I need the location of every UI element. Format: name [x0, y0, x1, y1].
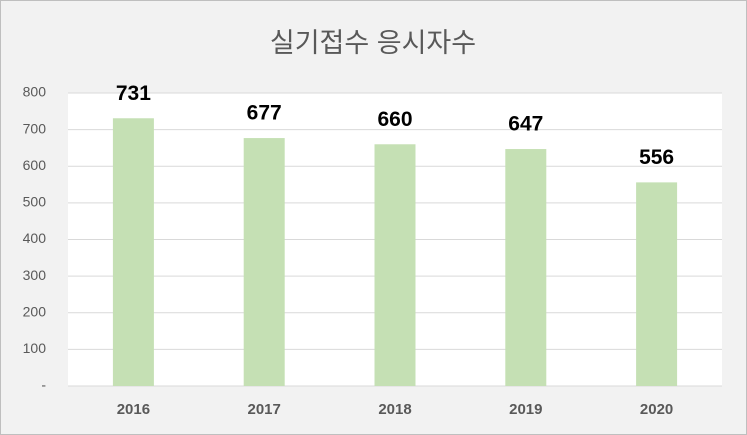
y-tick-label: 600 [23, 157, 47, 173]
y-tick-label: 100 [23, 340, 47, 356]
y-tick-label: 800 [23, 84, 47, 100]
bar [636, 182, 678, 386]
y-tick-label: 400 [23, 230, 47, 246]
y-tick-label: 700 [23, 120, 47, 136]
value-label: 556 [639, 146, 674, 169]
value-label: 731 [116, 82, 151, 105]
x-tick-label: 2018 [378, 401, 411, 418]
x-tick-label: 2016 [117, 401, 150, 418]
bar [374, 144, 416, 386]
x-tick-label: 2017 [248, 401, 281, 418]
y-tick-label: 300 [23, 267, 47, 283]
value-label: 647 [508, 113, 543, 136]
chart-title: 실기접수 응시자수 [270, 28, 476, 58]
y-tick-label: - [41, 377, 46, 393]
y-tick-label: 200 [23, 303, 47, 319]
bar [243, 138, 285, 386]
bar [505, 149, 547, 386]
x-tick-label: 2020 [640, 401, 673, 418]
bar [112, 118, 154, 387]
value-label: 677 [247, 102, 282, 125]
value-label: 660 [377, 108, 412, 131]
y-tick-label: 500 [23, 194, 47, 210]
x-tick-label: 2019 [509, 401, 542, 418]
